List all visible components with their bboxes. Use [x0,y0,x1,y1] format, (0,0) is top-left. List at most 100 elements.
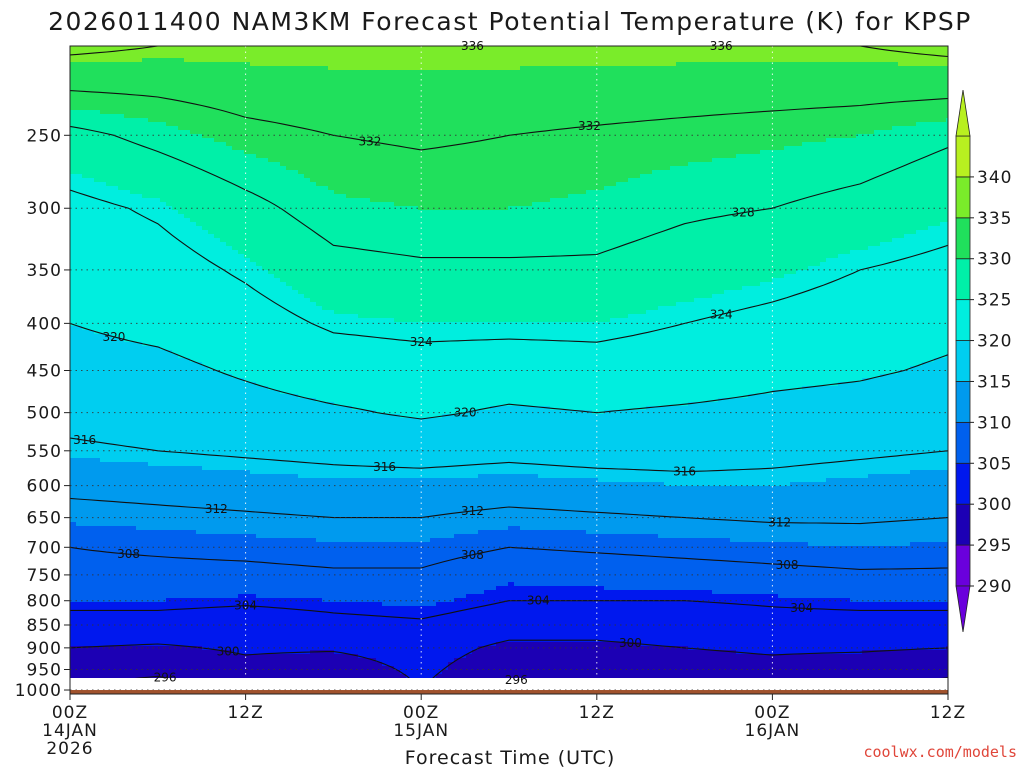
heatmap-cell [886,154,893,159]
heatmap-cell [508,106,515,111]
heatmap-cell [928,62,935,67]
heatmap-cell [862,118,869,123]
heatmap-cell [196,158,203,163]
heatmap-cell [718,74,725,79]
heatmap-cell [922,74,929,79]
heatmap-cell [484,58,491,63]
heatmap-cell [922,122,929,127]
heatmap-cell [874,70,881,75]
heatmap-cell [460,130,467,135]
heatmap-cell [778,130,785,135]
heatmap-cell [310,130,317,135]
heatmap-cell [712,118,719,123]
heatmap-cell [568,154,575,159]
heatmap-cell [802,102,809,107]
heatmap-cell [730,66,737,71]
heatmap-cell [916,54,923,59]
heatmap-cell [898,46,905,51]
heatmap-cell [586,78,593,83]
heatmap-cell [874,158,881,163]
heatmap-cell [142,178,149,183]
heatmap-cell [466,106,473,111]
heatmap-cell [760,54,767,59]
heatmap-cell [868,82,875,87]
heatmap-cell [862,126,869,131]
heatmap-cell [778,150,785,155]
heatmap-cell [784,74,791,79]
heatmap-cell [754,174,761,179]
heatmap-cell [202,150,209,155]
heatmap-cell [394,90,401,95]
heatmap-cell [238,74,245,79]
heatmap-cell [664,122,671,127]
heatmap-cell [70,66,77,71]
heatmap-cell [304,110,311,115]
heatmap-cell [244,86,251,91]
heatmap-cell [160,50,167,55]
heatmap-cell [148,90,155,95]
heatmap-cell [772,78,779,83]
heatmap-cell [388,74,395,79]
heatmap-cell [304,102,311,107]
heatmap-cell [706,146,713,151]
heatmap-cell [226,118,233,123]
heatmap-cell [934,102,941,107]
heatmap-cell [436,50,443,55]
heatmap-cell [358,162,365,167]
heatmap-cell [364,154,371,159]
heatmap-cell [370,174,377,179]
heatmap-cell [118,94,125,99]
heatmap-cell [106,134,113,139]
heatmap-cell [298,106,305,111]
heatmap-cell [310,70,317,75]
heatmap-cell [502,154,509,159]
heatmap-cell [322,74,329,79]
heatmap-cell [802,146,809,151]
heatmap-cell [868,130,875,135]
heatmap-cell [262,166,269,171]
heatmap-cell [406,110,413,115]
heatmap-cell [394,54,401,59]
heatmap-cell [790,54,797,59]
heatmap-cell [118,110,125,115]
heatmap-cell [520,50,527,55]
heatmap-cell [598,94,605,99]
heatmap-cell [940,46,947,51]
heatmap-cell [748,122,755,127]
heatmap-cell [892,78,899,83]
heatmap-cell [496,50,503,55]
heatmap-cell [628,70,635,75]
heatmap-cell [616,150,623,155]
heatmap-cell [910,142,917,147]
heatmap-cell [688,70,695,75]
heatmap-cell [382,82,389,87]
heatmap-cell [634,142,641,147]
heatmap-cell [376,46,383,51]
heatmap-cell [760,110,767,115]
heatmap-cell [310,126,317,131]
heatmap-cell [202,98,209,103]
heatmap-cell [238,78,245,83]
heatmap-cell [496,130,503,135]
heatmap-cell [880,102,887,107]
heatmap-cell [664,162,671,167]
heatmap-cell [682,82,689,87]
heatmap-cell [88,66,95,71]
heatmap-cell [814,142,821,147]
heatmap-cell [802,82,809,87]
heatmap-cell [478,58,485,63]
heatmap-cell [898,90,905,95]
heatmap-cell [886,130,893,135]
heatmap-cell [124,82,131,87]
heatmap-cell [322,134,329,139]
heatmap-cell [238,54,245,59]
heatmap-cell [790,62,797,67]
heatmap-cell [850,154,857,159]
heatmap-cell [430,66,437,71]
heatmap-cell [562,54,569,59]
heatmap-cell [790,154,797,159]
heatmap-cell [202,122,209,127]
heatmap-cell [154,150,161,155]
heatmap-cell [472,174,479,179]
heatmap-cell [766,74,773,79]
